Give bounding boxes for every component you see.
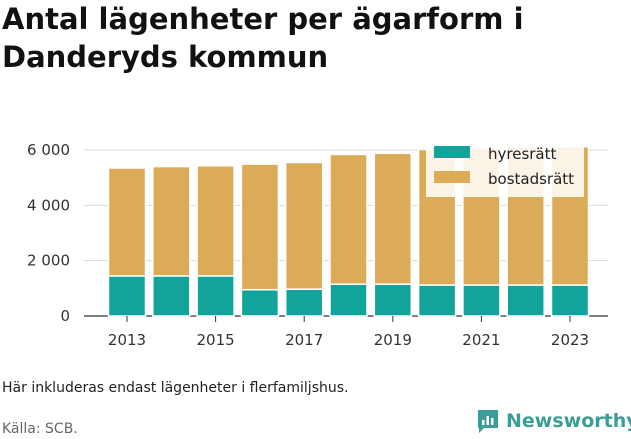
bar-2013-bostadsrätt <box>107 167 147 277</box>
bar-2015-hyresrätt <box>196 275 235 317</box>
x-tick-label: 2015 <box>197 331 235 349</box>
legend-swatch <box>434 171 470 183</box>
bar-2014-bostadsrätt <box>152 165 191 277</box>
y-tick-label: 4 000 <box>27 196 70 214</box>
bar-2018-bostadsrätt <box>329 153 368 285</box>
bar-2023-hyresrätt <box>550 284 590 317</box>
x-tick-label: 2021 <box>462 331 500 349</box>
x-tick-label: 2023 <box>551 331 589 349</box>
source-text: Källa: SCB. <box>2 421 78 437</box>
bar-2017-bostadsrätt <box>284 161 324 290</box>
y-tick-label: 0 <box>60 307 70 325</box>
bar-2017-hyresrätt <box>284 288 324 317</box>
bar-2019-hyresrätt <box>373 283 413 317</box>
newsworthy-logo-icon <box>478 410 498 433</box>
bar-2013-hyresrätt <box>107 275 147 317</box>
chart-title: Antal lägenheter per ägarform i Danderyd… <box>2 2 524 74</box>
chart-note: Här inkluderas endast lägenheter i flerf… <box>2 380 349 396</box>
legend-label: hyresrätt <box>488 145 557 163</box>
bar-2021-hyresrätt <box>462 284 501 317</box>
legend-label: bostadsrätt <box>488 170 574 188</box>
bar-2022-hyresrätt <box>506 284 545 317</box>
bar-2016-bostadsrätt <box>240 163 280 291</box>
brand-name: Newsworthy <box>506 410 631 432</box>
y-tick-label: 2 000 <box>27 252 70 270</box>
legend-swatch <box>434 146 470 158</box>
legend: hyresrätt bostadsrätt <box>426 142 584 197</box>
x-tick-label: 2013 <box>108 331 146 349</box>
stacked-bar-chart: 0 2 000 4 000 6 000 2013 2015 2017 2019 2021 202… <box>27 141 608 349</box>
bar-2020-hyresrätt <box>417 284 457 317</box>
bar-2019-bostadsrätt <box>373 152 413 285</box>
bar-2015-bostadsrätt <box>196 165 235 277</box>
bar-2014-hyresrätt <box>152 275 191 317</box>
y-tick-label: 6 000 <box>27 141 70 159</box>
x-tick-label: 2019 <box>374 331 412 349</box>
y-axis-ticks: 0 2 000 4 000 6 000 <box>27 141 70 325</box>
x-axis-ticks: 2013 2015 2017 2019 2021 2023 <box>108 316 589 349</box>
bar-2016-hyresrätt <box>240 288 280 317</box>
x-tick-label: 2017 <box>285 331 323 349</box>
newsworthy-brand: Newsworthy <box>476 408 631 434</box>
bar-2018-hyresrätt <box>329 283 368 317</box>
